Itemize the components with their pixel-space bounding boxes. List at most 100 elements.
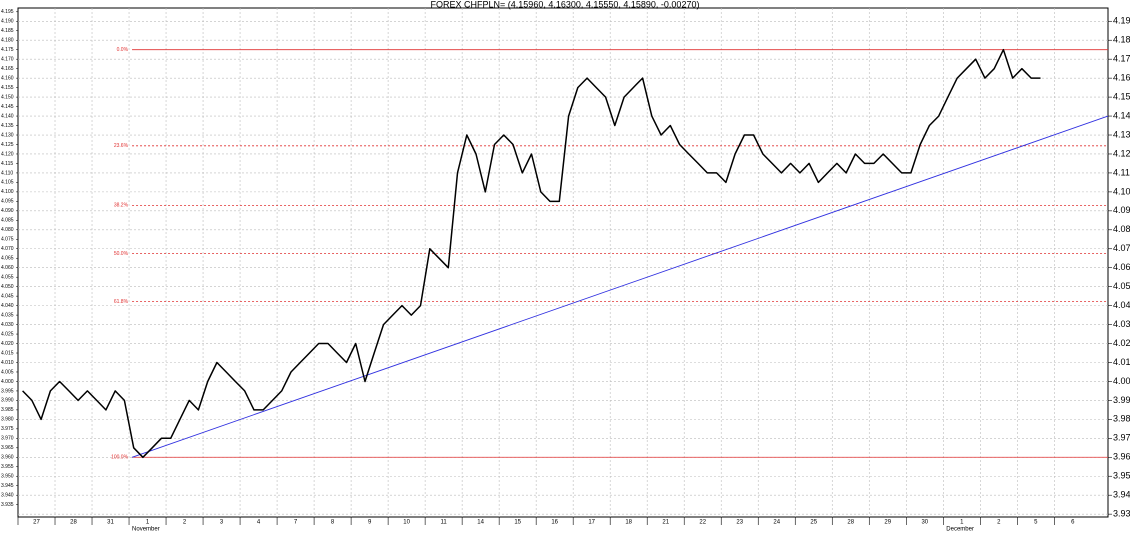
y-tick-label: 4.08 — [1113, 224, 1130, 234]
x-tick-label: 27 — [33, 520, 40, 526]
y-tick-label-left: 4.060 — [1, 265, 14, 271]
x-tick-label: 2 — [997, 520, 1001, 526]
y-tick-label: 4.03 — [1113, 319, 1130, 329]
y-tick-label: 4.18 — [1113, 35, 1130, 45]
y-tick-label-left: 3.955 — [1, 464, 14, 470]
x-tick-label: 29 — [884, 520, 891, 526]
y-tick-label-left: 4.195 — [1, 9, 14, 15]
y-tick-label-left: 3.990 — [1, 398, 14, 404]
y-tick-label-left: 4.185 — [1, 28, 14, 34]
y-tick-label-left: 3.970 — [1, 436, 14, 442]
y-tick-label-left: 4.010 — [1, 360, 14, 366]
y-tick-label-left: 4.145 — [1, 104, 14, 110]
fib-label: 38.2% — [114, 203, 129, 209]
y-tick-label-left: 4.170 — [1, 57, 14, 63]
y-tick-label-left: 4.040 — [1, 303, 14, 309]
y-tick-label-left: 4.070 — [1, 246, 14, 252]
y-tick-label: 4.06 — [1113, 262, 1130, 272]
fib-label: 50.0% — [114, 251, 129, 257]
x-tick-label: 6 — [1071, 520, 1075, 526]
x-tick-label: 3 — [220, 520, 224, 526]
y-tick-label-left: 3.950 — [1, 474, 14, 480]
x-tick-label: 31 — [107, 520, 114, 526]
x-tick-label: 30 — [921, 520, 928, 526]
x-sublabel: November — [132, 527, 160, 533]
x-tick-label: 10 — [403, 520, 410, 526]
y-tick-label-left: 4.085 — [1, 218, 14, 224]
x-tick-label: 22 — [699, 520, 706, 526]
y-tick-label-left: 4.135 — [1, 123, 14, 129]
y-tick-label: 4.00 — [1113, 376, 1130, 386]
x-tick-label: 1 — [960, 520, 964, 526]
x-tick-label: 18 — [625, 520, 632, 526]
y-tick-label-left: 3.985 — [1, 407, 14, 413]
x-tick-label: 1 — [146, 520, 150, 526]
x-tick-label: 15 — [514, 520, 521, 526]
y-tick-label: 4.11 — [1113, 167, 1130, 177]
y-tick-label: 4.01 — [1113, 357, 1130, 367]
x-tick-label: 2 — [183, 520, 187, 526]
y-tick-label: 4.09 — [1113, 205, 1130, 215]
trendline — [131, 115, 1109, 458]
x-tick-label: 21 — [662, 520, 669, 526]
x-tick-label: 11 — [441, 520, 448, 526]
y-tick-label-left: 3.940 — [1, 493, 14, 499]
y-tick-label-left: 4.175 — [1, 47, 14, 53]
y-tick-label-left: 4.045 — [1, 293, 14, 299]
x-tick-label: 4 — [257, 520, 261, 526]
y-tick-label-left: 4.130 — [1, 132, 14, 138]
fib-label: 61.8% — [114, 299, 129, 305]
x-sublabel: December — [946, 527, 974, 533]
y-tick-label-left: 4.015 — [1, 350, 14, 356]
price-line — [22, 48, 1041, 459]
x-tick-label: 5 — [1034, 520, 1038, 526]
chart-title: FOREX CHFPLN= (4.15960, 4.16300, 4.15550… — [431, 0, 700, 9]
y-tick-label: 4.07 — [1113, 243, 1130, 253]
y-tick-label-left: 3.935 — [1, 502, 14, 508]
y-tick-label-left: 4.020 — [1, 341, 14, 347]
y-tick-label-left: 4.165 — [1, 66, 14, 72]
y-tick-label-left: 4.050 — [1, 284, 14, 290]
x-tick-label: 8 — [331, 520, 335, 526]
x-tick-label: 14 — [477, 520, 484, 526]
y-tick-label-left: 3.975 — [1, 426, 14, 432]
y-tick-label: 3.98 — [1113, 414, 1130, 424]
y-tick-label-left: 4.155 — [1, 85, 14, 91]
y-tick-label: 4.10 — [1113, 186, 1130, 196]
y-tick-label-left: 4.075 — [1, 237, 14, 243]
y-tick-label-left: 4.030 — [1, 322, 14, 328]
fib-label: 0.0% — [117, 47, 129, 53]
x-tick-label: 23 — [736, 520, 743, 526]
y-tick-label-left: 4.120 — [1, 151, 14, 157]
y-tick-label: 3.93 — [1113, 509, 1130, 519]
y-tick-label-left: 4.190 — [1, 19, 14, 25]
y-tick-label: 4.13 — [1113, 129, 1130, 139]
y-tick-label: 4.14 — [1113, 110, 1130, 120]
y-tick-label: 4.12 — [1113, 148, 1130, 158]
y-tick-label-left: 4.035 — [1, 312, 14, 318]
y-tick-label-left: 4.105 — [1, 180, 14, 186]
y-tick-label-left: 4.160 — [1, 75, 14, 81]
y-tick-label: 4.17 — [1113, 54, 1130, 64]
x-tick-label: 28 — [847, 520, 854, 526]
y-tick-label-left: 4.115 — [1, 161, 13, 167]
y-tick-label: 4.04 — [1113, 300, 1130, 310]
y-tick-label: 4.16 — [1113, 73, 1130, 83]
fib-label: 100.0% — [111, 455, 129, 461]
x-tick-label: 28 — [70, 520, 77, 526]
x-tick-label: 25 — [810, 520, 817, 526]
y-tick-label: 3.95 — [1113, 471, 1130, 481]
y-tick-label: 4.19 — [1113, 16, 1130, 26]
y-tick-label: 3.97 — [1113, 433, 1130, 443]
fib-label: 23.6% — [114, 143, 129, 149]
y-tick-label-left: 4.000 — [1, 379, 14, 385]
y-tick-label-left: 4.100 — [1, 189, 14, 195]
x-tick-label: 17 — [588, 520, 595, 526]
y-tick-label-left: 4.150 — [1, 94, 14, 100]
y-tick-label-left: 4.055 — [1, 275, 14, 281]
y-tick-label-left: 4.095 — [1, 199, 14, 205]
y-tick-label-left: 4.090 — [1, 208, 14, 214]
y-tick-label-left: 3.945 — [1, 483, 14, 489]
x-tick-label: 24 — [773, 520, 780, 526]
